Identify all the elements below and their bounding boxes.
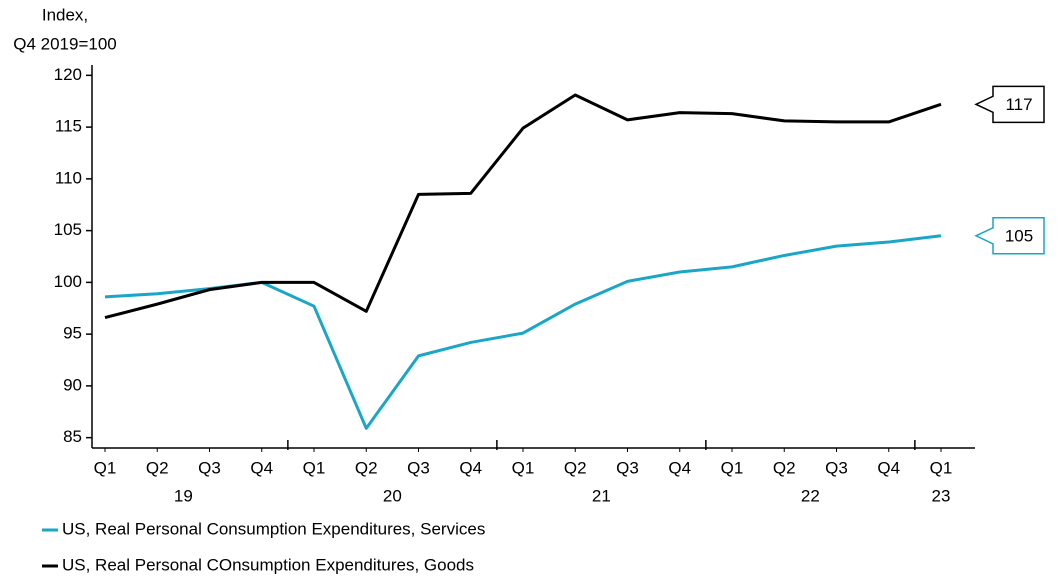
x-tick-label: Q2: [355, 458, 378, 477]
x-tick-label: Q2: [773, 458, 796, 477]
y-axis-label: Index,: [42, 5, 88, 24]
x-tick-label: Q4: [668, 458, 691, 477]
y-tick-label: 90: [63, 375, 82, 394]
legend-label: US, Real Personal COnsumption Expenditur…: [62, 555, 474, 574]
legend-label: US, Real Personal Consumption Expenditur…: [62, 519, 485, 538]
end-callout: [974, 217, 1045, 255]
x-tick-label: Q1: [94, 458, 117, 477]
x-tick-label: Q2: [146, 458, 169, 477]
y-tick-label: 120: [54, 65, 82, 84]
x-group-label: 22: [801, 486, 820, 505]
x-tick-label: Q3: [198, 458, 221, 477]
x-tick-label: Q3: [825, 458, 848, 477]
end-label: 117: [1005, 95, 1032, 114]
series-line: [104, 234, 942, 430]
x-tick-label: Q3: [407, 458, 430, 477]
x-tick-label: Q4: [877, 458, 900, 477]
y-tick-label: 85: [63, 427, 82, 446]
end-callout: [974, 85, 1045, 124]
x-tick-label: Q1: [930, 458, 953, 477]
x-tick-label: Q4: [250, 458, 273, 477]
y-axis-label: Q4 2019=100: [13, 34, 117, 53]
x-tick-label: Q2: [564, 458, 587, 477]
x-group-label: 23: [932, 486, 951, 505]
x-tick-label: Q3: [616, 458, 639, 477]
y-tick-label: 100: [54, 272, 82, 291]
x-tick-label: Q1: [512, 458, 535, 477]
x-tick-label: Q1: [721, 458, 744, 477]
x-group-label: 21: [592, 486, 611, 505]
y-tick-label: 105: [54, 220, 82, 239]
x-group-label: 20: [383, 486, 402, 505]
end-label: 105: [1005, 226, 1033, 245]
series-line: [104, 93, 942, 320]
y-tick-label: 115: [55, 117, 82, 136]
x-group-label: 19: [174, 486, 193, 505]
y-tick-label: 95: [63, 324, 82, 343]
y-tick-label: 110: [55, 168, 82, 187]
x-tick-label: Q4: [459, 458, 482, 477]
x-tick-label: Q1: [303, 458, 326, 477]
